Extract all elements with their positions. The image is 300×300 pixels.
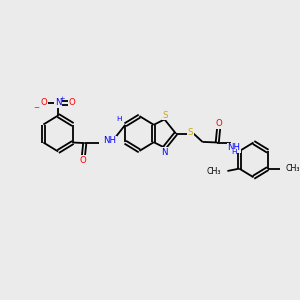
Text: −: − — [33, 105, 39, 111]
Text: +: + — [59, 96, 64, 102]
Text: N: N — [161, 148, 167, 157]
Text: H: H — [231, 149, 236, 155]
Text: O: O — [215, 119, 222, 128]
Text: S: S — [188, 128, 193, 137]
Text: O: O — [69, 98, 76, 107]
Text: NH: NH — [227, 143, 240, 152]
Text: N: N — [55, 98, 62, 107]
Text: O: O — [80, 156, 87, 165]
Text: O: O — [40, 98, 47, 107]
Text: NH: NH — [103, 136, 116, 145]
Text: H: H — [116, 116, 122, 122]
Text: CH₃: CH₃ — [207, 167, 221, 176]
Text: CH₃: CH₃ — [286, 164, 300, 173]
Text: S: S — [162, 111, 168, 120]
